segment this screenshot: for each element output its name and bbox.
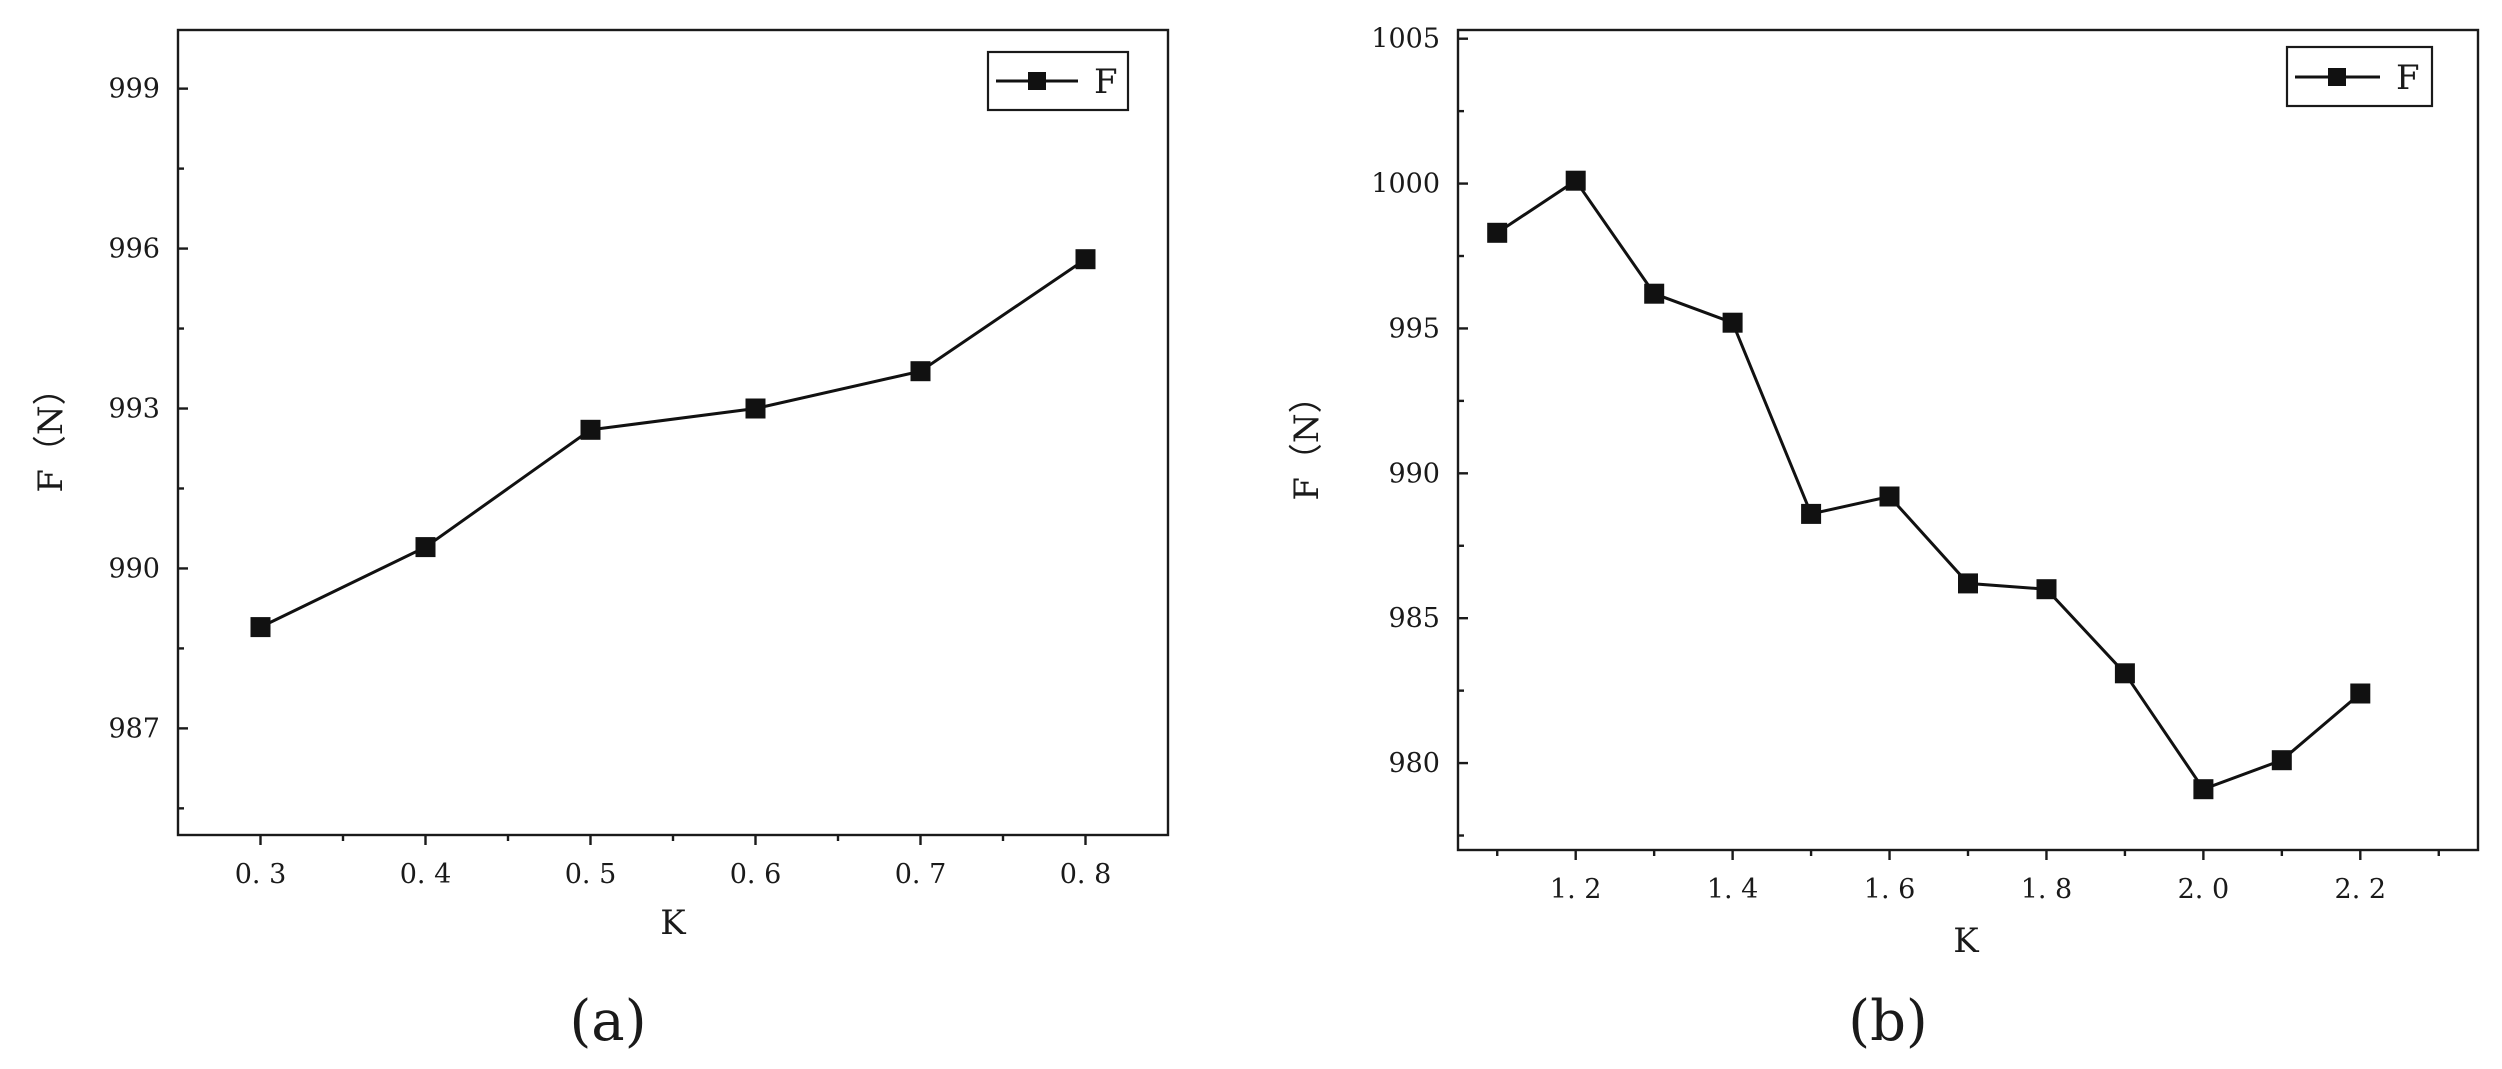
y-tick-label-a: 999 (108, 74, 160, 105)
data-point-b (2114, 663, 2135, 684)
y-tick-label-b: 980 (1388, 748, 1440, 779)
x-tick-label-a: 0. 7 (895, 859, 947, 890)
legend-marker-b (2328, 68, 2346, 86)
data-point-a (580, 419, 601, 440)
series-line-b (1496, 178, 2362, 792)
y-axis-title-b: F（N） (1287, 379, 1327, 500)
y-axis-a: 987 990 993 996 999 (108, 74, 188, 810)
legend-label-a: F (1094, 62, 1118, 102)
y-tick-label-a: 996 (108, 234, 160, 265)
y-tick-label-b: 1005 (1371, 24, 1440, 55)
data-point-b (1644, 283, 1665, 304)
x-tick-label-b: 1. 4 (1707, 874, 1759, 905)
y-tick-label-b: 985 (1388, 603, 1440, 634)
y-tick-label-a: 993 (108, 394, 160, 425)
x-tick-label-b: 2. 0 (2178, 874, 2230, 905)
series-line-a (259, 257, 1087, 629)
y-axis-b: 980 985 990 995 1000 1005 (1371, 24, 1468, 837)
series-b (1487, 170, 2371, 800)
data-point-b (2271, 750, 2292, 771)
x-tick-label-a: 0. 8 (1060, 859, 1112, 890)
x-tick-label-b: 2. 2 (2335, 874, 2387, 905)
data-point-b (1958, 573, 1978, 594)
data-point-b (1879, 486, 1900, 507)
x-tick-label-a: 0. 3 (235, 859, 287, 890)
legend-marker-a (1028, 72, 1046, 90)
x-tick-label-a: 0. 4 (400, 859, 452, 890)
data-point-b (2193, 779, 2214, 800)
legend-b: F (2285, 45, 2434, 108)
data-point-a (745, 398, 766, 419)
x-tick-label-a: 0. 5 (565, 859, 617, 890)
y-tick-label-b: 1000 (1371, 169, 1440, 200)
panel-label-b: (b) (1848, 989, 1928, 1054)
chart-panel-a: 987 990 993 996 999 0. 3 0. 4 0. 5 0. 6 0. 7 0. 8… (31, 28, 1170, 1054)
data-point-b (1487, 222, 1508, 243)
data-point-b (1801, 503, 1822, 524)
legend-label-b: F (2396, 58, 2420, 98)
x-axis-title-b: K (1953, 921, 1979, 961)
series-a (250, 249, 1096, 638)
x-tick-label-a: 0. 6 (730, 859, 782, 890)
x-tick-label-b: 1. 6 (1864, 874, 1916, 905)
data-point-b (1565, 170, 1586, 191)
y-tick-label-b: 995 (1388, 313, 1440, 344)
plot-frame-a (176, 28, 1170, 837)
y-tick-label-b: 990 (1388, 458, 1440, 489)
chart-panel-b: 980 985 990 995 1000 1005 1. 2 1. 4 1. 6 1. 8 2. … (1287, 24, 2480, 1054)
data-point-a (415, 537, 436, 558)
x-axis-a: 0. 3 0. 4 0. 5 0. 6 0. 7 0. 8 (235, 835, 1112, 890)
x-tick-label-b: 1. 8 (2021, 874, 2073, 905)
y-axis-title-a: F（N） (31, 371, 71, 492)
legend-a: F (986, 50, 1130, 112)
x-axis-title-a: K (660, 903, 686, 943)
plot-frame-b (1456, 28, 2480, 852)
y-tick-label-a: 987 (108, 713, 160, 744)
data-point-a (910, 361, 931, 382)
y-tick-label-a: 990 (108, 553, 160, 584)
panel-label-a: (a) (569, 989, 646, 1054)
x-tick-label-b: 1. 2 (1550, 874, 1602, 905)
data-point-a (250, 617, 271, 638)
data-point-b (1722, 312, 1743, 333)
data-point-a (1075, 249, 1096, 270)
data-point-b (2350, 683, 2371, 704)
x-axis-b: 1. 2 1. 4 1. 6 1. 8 2. 0 2. 2 (1496, 850, 2440, 905)
data-point-b (2036, 579, 2057, 600)
